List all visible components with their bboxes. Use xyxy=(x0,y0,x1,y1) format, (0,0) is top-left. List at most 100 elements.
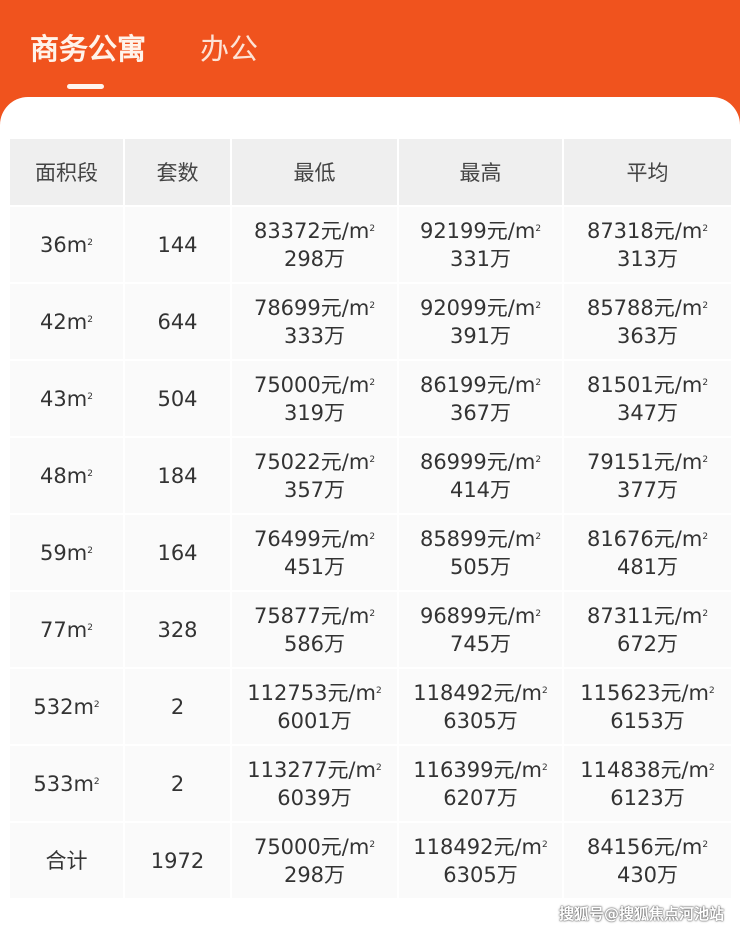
min-cell: 76499元/m2 451万 xyxy=(232,515,397,590)
min-total: 357 xyxy=(283,477,325,502)
unit-price-label: 元/m xyxy=(320,526,370,551)
min-cell: 83372元/m2 298万 xyxy=(232,207,397,282)
unit-price-label: 元/m xyxy=(486,372,536,397)
max-unit-price: 96899 xyxy=(419,603,487,628)
avg-cell: 87311元/m2 672万 xyxy=(564,592,731,667)
area-label: 36m xyxy=(40,232,88,257)
unit-price-label: 元/m xyxy=(493,834,542,859)
area-cell: 36m2 xyxy=(10,207,123,282)
unit-price-label: 元/m xyxy=(493,757,542,782)
avg-total: 363 xyxy=(616,323,658,348)
tab-office[interactable]: 办公 xyxy=(200,32,259,66)
unit-price-label: 元/m xyxy=(653,295,703,320)
avg-unit-price: 115623 xyxy=(580,680,661,705)
unit-price-label: 元/m xyxy=(653,449,703,474)
table-row: 42m2 644 78699元/m2 333万 92099元/m2 391万 85788元/… xyxy=(10,284,731,359)
max-total: 331 xyxy=(449,246,491,271)
table-row: 59m2 164 76499元/m2 451万 85899元/m2 505万 81676元/… xyxy=(10,515,731,590)
area-label: 532m xyxy=(33,694,94,719)
table-row: 合计 1972 75000元/m2 298万 118492元/m2 6305万 84156元… xyxy=(10,823,731,898)
min-cell: 75000元/m2 319万 xyxy=(232,361,397,436)
unit-price-label: 元/m xyxy=(660,680,709,705)
squared-mark: 2 xyxy=(375,685,382,696)
avg-total: 481 xyxy=(616,554,658,579)
max-unit-price: 92199 xyxy=(419,218,487,243)
max-unit-price: 86199 xyxy=(419,372,487,397)
unit-price-label: 元/m xyxy=(653,603,703,628)
table-row: 532m2 2 112753元/m2 6001万 118492元/m2 6305万 1156… xyxy=(10,669,731,744)
avg-cell: 81676元/m2 481万 xyxy=(564,515,731,590)
area-label: 42m xyxy=(40,309,88,334)
area-cell: 532m2 xyxy=(10,669,123,744)
max-unit-price: 92099 xyxy=(419,295,487,320)
table-header-row: 面积段 套数 最低 最高 平均 xyxy=(10,139,731,205)
squared-mark: 2 xyxy=(87,237,93,248)
min-unit-price: 76499 xyxy=(253,526,321,551)
unit-total-label: 万 xyxy=(657,631,679,656)
squared-mark: 2 xyxy=(541,762,548,773)
max-total: 505 xyxy=(449,554,491,579)
header-count: 套数 xyxy=(125,139,230,205)
avg-cell: 79151元/m2 377万 xyxy=(564,438,731,513)
max-cell: 86999元/m2 414万 xyxy=(399,438,562,513)
unit-price-label: 元/m xyxy=(320,372,370,397)
avg-unit-price: 79151 xyxy=(586,449,654,474)
unit-total-label: 万 xyxy=(490,477,512,502)
squared-mark: 2 xyxy=(535,377,542,388)
squared-mark: 2 xyxy=(93,776,100,787)
header-min: 最低 xyxy=(232,139,397,205)
area-cell: 合计 xyxy=(10,823,123,898)
min-total: 298 xyxy=(283,862,325,887)
avg-unit-price: 87311 xyxy=(586,603,654,628)
count-cell: 1972 xyxy=(125,823,230,898)
count-cell: 2 xyxy=(125,746,230,821)
avg-unit-price: 114838 xyxy=(580,757,661,782)
squared-mark: 2 xyxy=(702,377,709,388)
unit-price-label: 元/m xyxy=(660,757,709,782)
unit-price-label: 元/m xyxy=(486,526,536,551)
squared-mark: 2 xyxy=(93,699,100,710)
squared-mark: 2 xyxy=(535,608,542,619)
unit-total-label: 万 xyxy=(657,323,679,348)
unit-total-label: 万 xyxy=(496,708,518,733)
squared-mark: 2 xyxy=(535,300,542,311)
max-cell: 86199元/m2 367万 xyxy=(399,361,562,436)
min-total: 6039 xyxy=(277,785,331,810)
header-avg: 平均 xyxy=(564,139,731,205)
max-total: 391 xyxy=(449,323,491,348)
squared-mark: 2 xyxy=(702,531,709,542)
unit-total-label: 万 xyxy=(490,554,512,579)
unit-total-label: 万 xyxy=(657,862,679,887)
count-cell: 2 xyxy=(125,669,230,744)
min-unit-price: 75877 xyxy=(253,603,321,628)
max-total: 745 xyxy=(449,631,491,656)
avg-total: 430 xyxy=(616,862,658,887)
squared-mark: 2 xyxy=(87,468,93,479)
avg-unit-price: 81501 xyxy=(586,372,654,397)
unit-total-label: 万 xyxy=(330,708,352,733)
unit-total-label: 万 xyxy=(324,400,346,425)
unit-price-label: 元/m xyxy=(320,295,370,320)
max-cell: 85899元/m2 505万 xyxy=(399,515,562,590)
avg-cell: 114838元/m2 6123万 xyxy=(564,746,731,821)
min-total: 6001 xyxy=(277,708,331,733)
avg-total: 6153 xyxy=(610,708,664,733)
max-cell: 118492元/m2 6305万 xyxy=(399,823,562,898)
area-cell: 48m2 xyxy=(10,438,123,513)
unit-price-label: 元/m xyxy=(486,295,536,320)
squared-mark: 2 xyxy=(87,545,93,556)
unit-price-label: 元/m xyxy=(320,834,370,859)
unit-price-label: 元/m xyxy=(486,449,536,474)
avg-cell: 81501元/m2 347万 xyxy=(564,361,731,436)
area-label: 533m xyxy=(33,771,94,796)
watermark: 搜狐号@搜狐焦点河池站 xyxy=(558,905,724,923)
unit-total-label: 万 xyxy=(324,631,346,656)
max-cell: 92099元/m2 391万 xyxy=(399,284,562,359)
max-total: 6305 xyxy=(443,708,497,733)
tab-business-apartment[interactable]: 商务公寓 xyxy=(30,32,147,66)
table-row: 48m2 184 75022元/m2 357万 86999元/m2 414万 79151元/… xyxy=(10,438,731,513)
unit-total-label: 万 xyxy=(490,246,512,271)
squared-mark: 2 xyxy=(369,608,376,619)
unit-price-label: 元/m xyxy=(493,680,542,705)
max-cell: 92199元/m2 331万 xyxy=(399,207,562,282)
